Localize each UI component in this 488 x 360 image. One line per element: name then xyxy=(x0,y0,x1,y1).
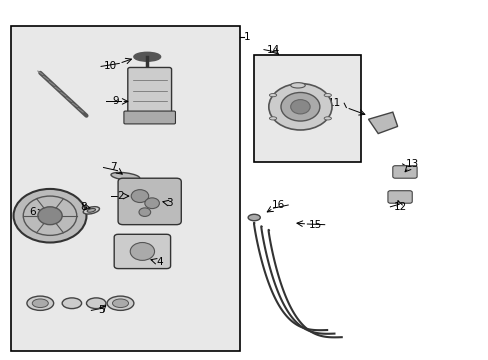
FancyBboxPatch shape xyxy=(387,191,411,203)
Ellipse shape xyxy=(86,298,106,309)
Ellipse shape xyxy=(27,296,54,310)
Ellipse shape xyxy=(107,296,134,310)
Text: 6: 6 xyxy=(30,207,36,217)
Bar xyxy=(11,26,239,351)
Ellipse shape xyxy=(269,94,276,97)
Ellipse shape xyxy=(32,299,48,307)
FancyBboxPatch shape xyxy=(392,166,416,178)
Ellipse shape xyxy=(269,117,276,120)
Text: 4: 4 xyxy=(156,257,163,267)
Circle shape xyxy=(268,84,331,130)
Circle shape xyxy=(131,190,148,203)
Text: 10: 10 xyxy=(104,62,117,71)
Text: 8: 8 xyxy=(81,202,87,212)
Text: 9: 9 xyxy=(112,96,119,107)
Circle shape xyxy=(139,208,150,216)
Ellipse shape xyxy=(134,52,160,61)
FancyBboxPatch shape xyxy=(127,67,171,114)
Circle shape xyxy=(144,198,159,208)
Ellipse shape xyxy=(247,214,260,221)
FancyBboxPatch shape xyxy=(123,111,175,124)
Circle shape xyxy=(38,207,62,225)
Text: 16: 16 xyxy=(271,200,285,210)
Ellipse shape xyxy=(87,208,95,212)
Ellipse shape xyxy=(290,83,305,88)
Circle shape xyxy=(281,93,319,121)
Text: 5: 5 xyxy=(98,305,104,315)
Polygon shape xyxy=(368,112,397,134)
Ellipse shape xyxy=(324,94,331,97)
Ellipse shape xyxy=(111,172,140,180)
Text: 7: 7 xyxy=(110,162,116,172)
Ellipse shape xyxy=(324,117,331,120)
Text: 1: 1 xyxy=(243,32,250,42)
FancyBboxPatch shape xyxy=(114,234,170,269)
Text: 13: 13 xyxy=(405,159,418,169)
Ellipse shape xyxy=(83,207,99,214)
Bar xyxy=(254,55,361,162)
Ellipse shape xyxy=(62,298,81,309)
Ellipse shape xyxy=(112,299,128,307)
Circle shape xyxy=(290,100,309,114)
Circle shape xyxy=(14,189,86,243)
Text: 3: 3 xyxy=(165,198,172,208)
Text: 14: 14 xyxy=(266,45,280,55)
Text: 12: 12 xyxy=(393,202,406,212)
Text: 11: 11 xyxy=(327,98,340,108)
Text: 2: 2 xyxy=(117,191,123,201)
Text: 15: 15 xyxy=(308,220,321,230)
Circle shape xyxy=(130,243,154,260)
FancyBboxPatch shape xyxy=(118,178,181,225)
